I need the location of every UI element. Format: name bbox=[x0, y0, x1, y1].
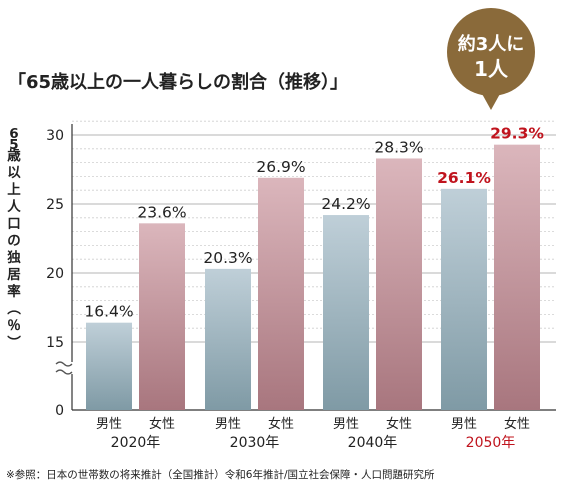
x-sublabel: 男性 bbox=[451, 417, 477, 432]
y-label-char: 人 bbox=[7, 199, 21, 215]
callout-bubble: 約3人に 1人 bbox=[447, 8, 535, 110]
bar-female bbox=[494, 144, 540, 410]
y-label-char: ％ bbox=[7, 318, 21, 334]
bar-value-label: 20.3% bbox=[203, 249, 252, 267]
bar-male bbox=[86, 322, 132, 410]
bar-value-label: 26.9% bbox=[256, 158, 305, 176]
axis-break-gap bbox=[67, 362, 77, 374]
y-tick-labels: 0 15 20 25 30 bbox=[46, 128, 64, 419]
y-label-char: 5 bbox=[9, 137, 18, 153]
y-label-char: ） bbox=[5, 335, 21, 349]
bar-value-label: 23.6% bbox=[137, 203, 186, 221]
x-sublabel: 女性 bbox=[386, 416, 412, 432]
x-sublabel: 男性 bbox=[215, 417, 241, 432]
y-label-char: 独 bbox=[7, 249, 21, 266]
chart-title: 「65歳以上の一人暮らしの割合（推移）」 bbox=[8, 71, 348, 93]
y-label-char: 口 bbox=[7, 216, 21, 232]
axis-break-icon bbox=[55, 361, 73, 375]
bar-value-label: 26.1% bbox=[437, 169, 491, 187]
y-label-char: 歳 bbox=[7, 147, 21, 164]
x-sublabel: 女性 bbox=[149, 416, 175, 432]
bars bbox=[86, 144, 540, 410]
y-tick-label: 20 bbox=[46, 266, 64, 282]
bar-female bbox=[258, 177, 304, 410]
y-tick-label: 0 bbox=[55, 403, 64, 419]
y-label-char: 率 bbox=[7, 283, 21, 300]
y-label-char: 居 bbox=[7, 267, 21, 283]
y-tick-label: 25 bbox=[46, 197, 64, 213]
bar-female bbox=[376, 158, 422, 410]
y-label-char: の bbox=[7, 233, 21, 249]
callout-line2: 1人 bbox=[474, 57, 509, 81]
x-labels: 男性 女性 2020年 男性 女性 2030年 男性 女性 2040年 男性 女性 2050年 bbox=[96, 416, 530, 451]
y-label-char: 上 bbox=[7, 182, 21, 198]
bar-male bbox=[323, 215, 369, 410]
x-sublabel: 男性 bbox=[96, 417, 122, 432]
y-label-char: 6 bbox=[9, 126, 18, 142]
y-tick-label: 15 bbox=[46, 335, 64, 351]
bar-female bbox=[139, 223, 185, 410]
bar-value-label: 28.3% bbox=[374, 138, 423, 156]
bar-value-label: 16.4% bbox=[84, 303, 133, 321]
x-category-label: 2040年 bbox=[348, 435, 398, 451]
y-label-char: （ bbox=[5, 301, 21, 315]
bar-value-labels: 16.4% 23.6% 20.3% 26.9% 24.2% 28.3% 26.1% 29.3% bbox=[84, 125, 544, 321]
x-sublabel: 女性 bbox=[268, 416, 294, 432]
x-sublabel: 男性 bbox=[333, 417, 359, 432]
source-note: ※参照：日本の世帯数の将来推計（全国推計）令和6年推計/国立社会保障・人口問題研… bbox=[6, 468, 435, 481]
x-sublabel: 女性 bbox=[504, 416, 530, 432]
bar-value-label: 24.2% bbox=[321, 195, 370, 213]
y-label-char: 以 bbox=[7, 165, 21, 181]
bar-value-label: 29.3% bbox=[490, 125, 544, 143]
x-category-label: 2020年 bbox=[111, 435, 161, 451]
bar-male bbox=[205, 268, 251, 410]
y-tick-label: 30 bbox=[46, 128, 64, 144]
x-category-label: 2030年 bbox=[230, 435, 280, 451]
callout-line1: 約3人に bbox=[458, 33, 525, 55]
bar-male bbox=[441, 188, 487, 410]
x-category-label: 2050年 bbox=[466, 435, 516, 451]
